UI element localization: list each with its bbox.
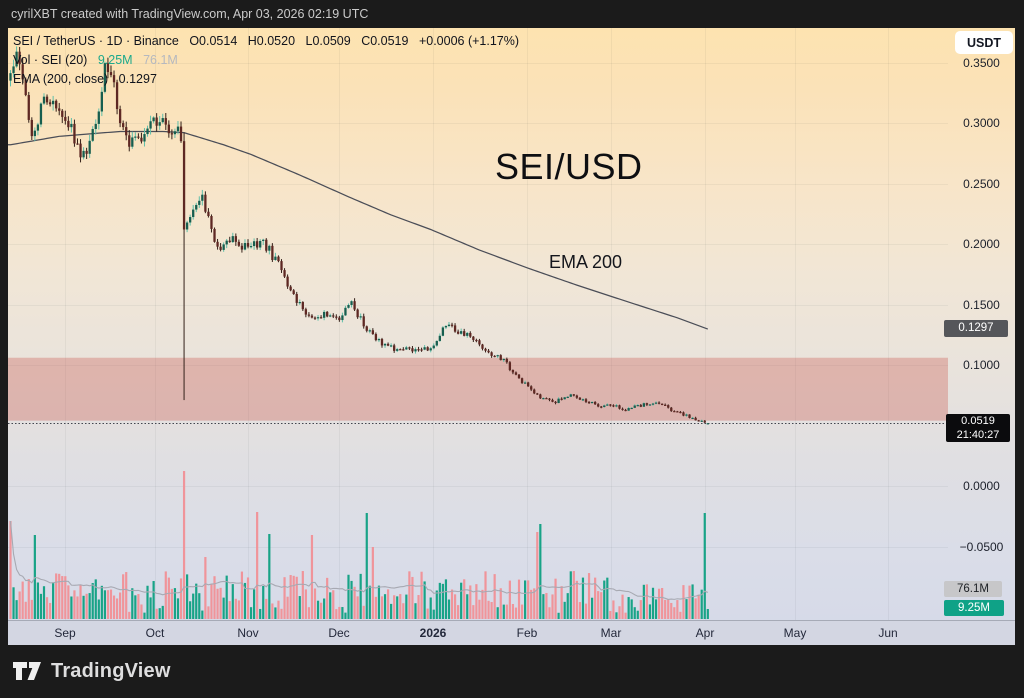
chart-legend: SEI / TetherUS · 1D · Binance O0.0514 H0… bbox=[13, 32, 526, 89]
tradingview-logo-icon bbox=[13, 662, 41, 680]
ema-price-badge: 0.1297 bbox=[944, 320, 1008, 337]
volume-indicator-title: Vol · SEI (20) bbox=[13, 53, 88, 67]
time-axis-label: May bbox=[783, 626, 807, 640]
legend-symbol-row: SEI / TetherUS · 1D · Binance O0.0514 H0… bbox=[13, 32, 526, 51]
watermark-bar: cyrilXBT created with TradingView.com, A… bbox=[0, 0, 1024, 28]
time-axis-label: 2026 bbox=[419, 626, 447, 640]
price-axis-label: 0.3000 bbox=[963, 116, 1000, 130]
symbol-title: SEI / TetherUS · 1D · Binance bbox=[13, 34, 179, 48]
volume-badge: 9.25M bbox=[944, 600, 1004, 616]
time-axis-label: Mar bbox=[600, 626, 622, 640]
footer-bar: TradingView bbox=[0, 645, 1024, 698]
price-chart-canvas[interactable] bbox=[8, 28, 1015, 645]
time-axis-label: Nov bbox=[237, 626, 259, 640]
price-axis-label: 0.0000 bbox=[963, 479, 1000, 493]
chart-window: SEI / TetherUS · 1D · Binance O0.0514 H0… bbox=[8, 28, 1015, 645]
volume-ma-value: 76.1M bbox=[143, 53, 178, 67]
ema-value: 0.1297 bbox=[118, 72, 157, 86]
ohlc-high: H0.0520 bbox=[247, 34, 296, 48]
time-axis-label: Sep bbox=[54, 626, 76, 640]
time-axis-label: Dec bbox=[328, 626, 350, 640]
watermark-text: cyrilXBT created with TradingView.com, A… bbox=[11, 7, 369, 21]
last-price-badge: 0.0519 21:40:27 bbox=[946, 414, 1010, 442]
currency-toggle-button[interactable]: USDT bbox=[955, 31, 1013, 54]
time-axis-label: Oct bbox=[145, 626, 165, 640]
ohlc-low: L0.0509 bbox=[305, 34, 351, 48]
ema-line-annotation: EMA 200 bbox=[549, 252, 623, 272]
price-axis-label: 0.1500 bbox=[963, 297, 1000, 312]
candle-countdown: 21:40:27 bbox=[956, 428, 1000, 441]
price-axis-label: 0.2000 bbox=[963, 237, 1000, 251]
ema-indicator-title: EMA (200, close) bbox=[13, 72, 109, 86]
last-price-value: 0.0519 bbox=[961, 415, 995, 427]
price-axis-label: 0.1000 bbox=[963, 358, 1000, 372]
price-axis-label: 0.3500 bbox=[963, 55, 1000, 70]
price-change: +0.0006 (+1.17%) bbox=[418, 34, 520, 48]
price-axis-label: −0.0500 bbox=[959, 539, 1004, 554]
ohlc-open: O0.0514 bbox=[189, 34, 238, 48]
volume-ma-badge: 76.1M bbox=[944, 581, 1002, 597]
chart-title-annotation: SEI/USD bbox=[495, 146, 643, 187]
ohlc-close: C0.0519 bbox=[361, 34, 409, 48]
legend-volume-row: Vol · SEI (20) 9.25M 76.1M bbox=[13, 51, 526, 70]
tradingview-logo-text: TradingView bbox=[51, 660, 171, 682]
time-axis-label: Jun bbox=[878, 626, 898, 640]
time-axis-label: Feb bbox=[516, 626, 538, 640]
legend-ema-row: EMA (200, close) 0.1297 bbox=[13, 70, 526, 89]
price-axis-label: 0.2500 bbox=[963, 176, 1000, 191]
time-axis-label: Apr bbox=[695, 626, 715, 640]
volume-value: 9.25M bbox=[97, 53, 133, 67]
